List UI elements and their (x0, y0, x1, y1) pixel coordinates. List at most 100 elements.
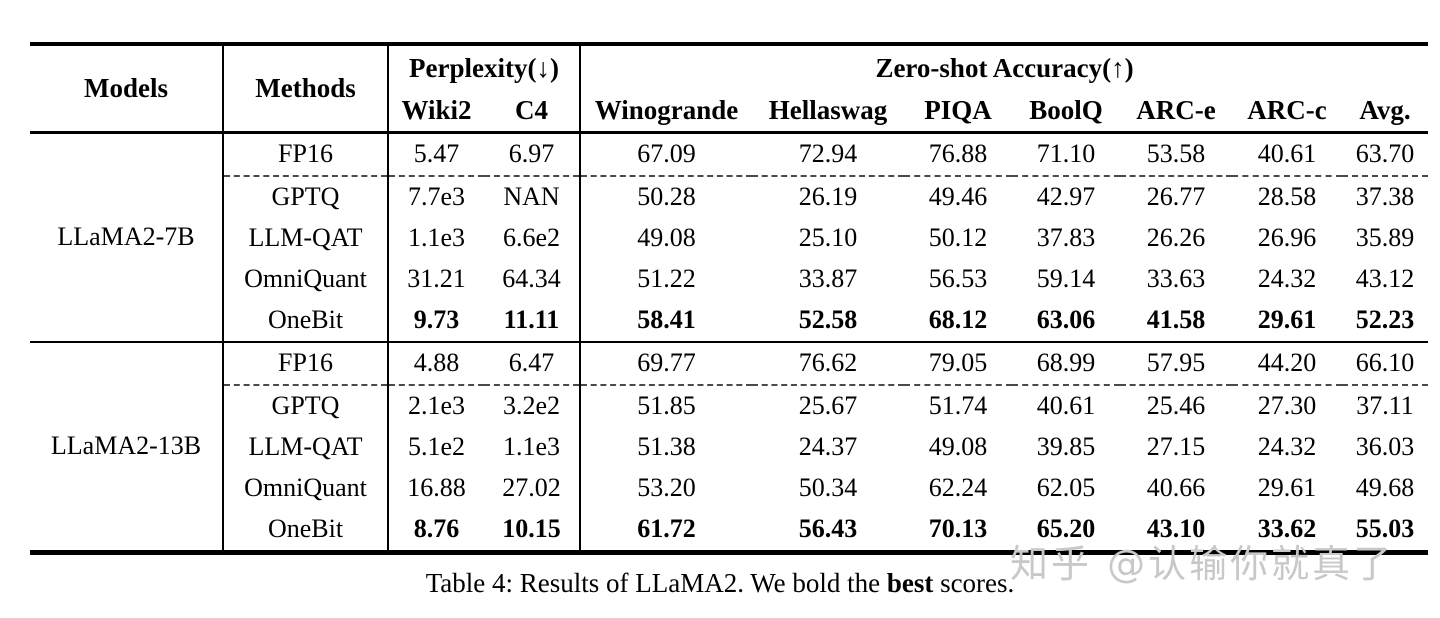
header-row-columns: Wiki2 C4 Winogrande Hellaswag PIQA BoolQ… (30, 91, 1429, 134)
value-cell: 33.87 (798, 264, 858, 294)
value-cell: 11.11 (484, 300, 581, 342)
header-winogrande: Winogrande (580, 91, 752, 134)
table-row: GPTQ 2.1e3 3.2e2 51.85 25.67 51.74 40.61 25.46 2… (30, 384, 1429, 427)
value-cell: 25.67 (752, 384, 904, 427)
value-cell: 79.05 (904, 341, 1012, 385)
header-avg: Avg. (1342, 91, 1429, 134)
value-cell: 10.15 (484, 509, 581, 553)
method-cell: OneBit (223, 300, 389, 342)
value-cell: 40.61 (1257, 139, 1317, 169)
value-cell: 69.77 (580, 341, 752, 385)
header-perplexity-group: Perplexity(↓) (388, 44, 581, 91)
value-cell: 53.58 (1146, 139, 1206, 169)
value-cell: 24.32 (1257, 432, 1317, 462)
value-cell: 58.41 (637, 305, 696, 335)
table-row: LLM-QAT 1.1e3 6.6e2 49.08 25.10 50.12 37.83 26.… (30, 218, 1428, 259)
value-cell: 51.74 (904, 384, 1012, 427)
value-cell: 44.20 (1232, 341, 1342, 385)
value-cell: 51.38 (637, 432, 696, 462)
value-cell: 28.58 (1232, 175, 1342, 218)
value-cell: 49.08 (928, 432, 988, 462)
value-cell: 56.53 (928, 264, 988, 294)
value-cell: 71.10 (1036, 139, 1096, 169)
value-cell: 57.95 (1120, 341, 1232, 385)
value-cell: 72.94 (798, 139, 858, 169)
value-cell: 52.58 (798, 305, 858, 335)
value-cell: 29.61 (1257, 305, 1317, 335)
value-cell: 55.03 (1355, 514, 1415, 544)
value-cell: 8.76 (413, 514, 460, 544)
value-cell: 24.37 (798, 432, 858, 462)
results-table-container: Models Methods Perplexity(↓) Zero-shot A… (30, 42, 1429, 555)
method-cell: OmniQuant (223, 259, 389, 300)
value-cell: 76.88 (928, 139, 988, 169)
value-cell: 3.2e2 (484, 384, 581, 427)
value-cell: 40.61 (1012, 384, 1120, 427)
value-cell: 39.85 (1036, 432, 1096, 462)
header-methods: Methods (223, 44, 389, 134)
value-cell: 62.05 (1036, 473, 1096, 503)
value-cell: 5.1e2 (407, 432, 466, 462)
header-models: Models (30, 44, 224, 134)
value-cell: 2.1e3 (388, 384, 484, 427)
value-cell: 27.30 (1232, 384, 1342, 427)
value-cell: 66.10 (1342, 341, 1429, 385)
value-cell: 27.02 (484, 468, 581, 509)
value-cell: 5.47 (413, 139, 460, 169)
value-cell: 40.66 (1146, 473, 1206, 503)
method-cell: GPTQ (223, 384, 389, 427)
value-cell: 49.46 (904, 175, 1012, 218)
value-cell: 43.10 (1146, 514, 1206, 544)
results-table: Models Methods Perplexity(↓) Zero-shot A… (30, 42, 1429, 555)
value-cell: 67.09 (637, 139, 696, 169)
table-header: Models Methods Perplexity(↓) Zero-shot A… (30, 44, 1429, 134)
value-cell: 63.06 (1036, 305, 1096, 335)
caption-text-suffix: scores. (933, 568, 1015, 598)
value-cell: 6.97 (484, 132, 581, 176)
value-cell: 35.89 (1355, 223, 1415, 253)
value-cell: NAN (484, 175, 581, 218)
header-accuracy-group: Zero-shot Accuracy(↑) (875, 52, 1134, 83)
value-cell: 51.22 (637, 264, 696, 294)
value-cell: 29.61 (1257, 473, 1317, 503)
value-cell: 27.15 (1146, 432, 1206, 462)
value-cell: 51.85 (580, 384, 752, 427)
value-cell: 9.73 (413, 305, 460, 335)
model-name-cell: LLaMA2-13B (30, 341, 224, 553)
table-row: LLaMA2-7B FP16 5.47 6.97 67.09 72.94 76.88 71.1… (30, 132, 1428, 342)
value-cell: 36.03 (1355, 432, 1415, 462)
table-body: LLaMA2-7B FP16 5.47 6.97 67.09 72.94 76.88 71.1… (30, 132, 1429, 553)
table-row: OmniQuant 31.21 64.34 51.22 33.87 56.53 59.14 3… (30, 259, 1428, 300)
value-cell: 50.12 (928, 223, 988, 253)
value-cell: 76.62 (752, 341, 904, 385)
value-cell: 62.24 (928, 473, 988, 503)
value-cell: 64.34 (484, 259, 581, 300)
value-cell: 25.10 (798, 223, 858, 253)
table-row: LLM-QAT 5.1e2 1.1e3 51.38 24.37 49.08 39.85 27.… (30, 427, 1428, 468)
value-cell: 65.20 (1036, 514, 1096, 544)
table-row: GPTQ 7.7e3 NAN 50.28 26.19 49.46 42.97 26.77 28.… (30, 175, 1429, 218)
model-name-cell: LLaMA2-7B (30, 132, 224, 342)
value-cell: 6.47 (484, 341, 581, 385)
method-cell: GPTQ (223, 175, 389, 218)
table-row: LLaMA2-13B FP16 4.88 6.47 69.77 76.62 79.05 68.… (30, 341, 1429, 553)
value-cell: 50.28 (580, 175, 752, 218)
value-cell: 59.14 (1036, 264, 1096, 294)
header-hellaswag: Hellaswag (752, 91, 904, 134)
value-cell: 70.13 (928, 514, 988, 544)
value-cell: 50.34 (798, 473, 858, 503)
header-c4: C4 (484, 91, 581, 134)
value-cell: 52.23 (1355, 305, 1415, 335)
value-cell: 37.83 (1036, 223, 1096, 253)
value-cell: 49.08 (637, 223, 696, 253)
value-cell: 1.1e3 (484, 427, 581, 468)
value-cell: 56.43 (798, 514, 858, 544)
value-cell: 31.21 (407, 264, 466, 294)
header-row-groups: Models Methods Perplexity(↓) Zero-shot A… (30, 44, 1428, 134)
value-cell: 25.46 (1120, 384, 1232, 427)
value-cell: 24.32 (1257, 264, 1317, 294)
value-cell: 68.99 (1012, 341, 1120, 385)
header-boolq: BoolQ (1012, 91, 1120, 134)
value-cell: 33.62 (1257, 514, 1317, 544)
